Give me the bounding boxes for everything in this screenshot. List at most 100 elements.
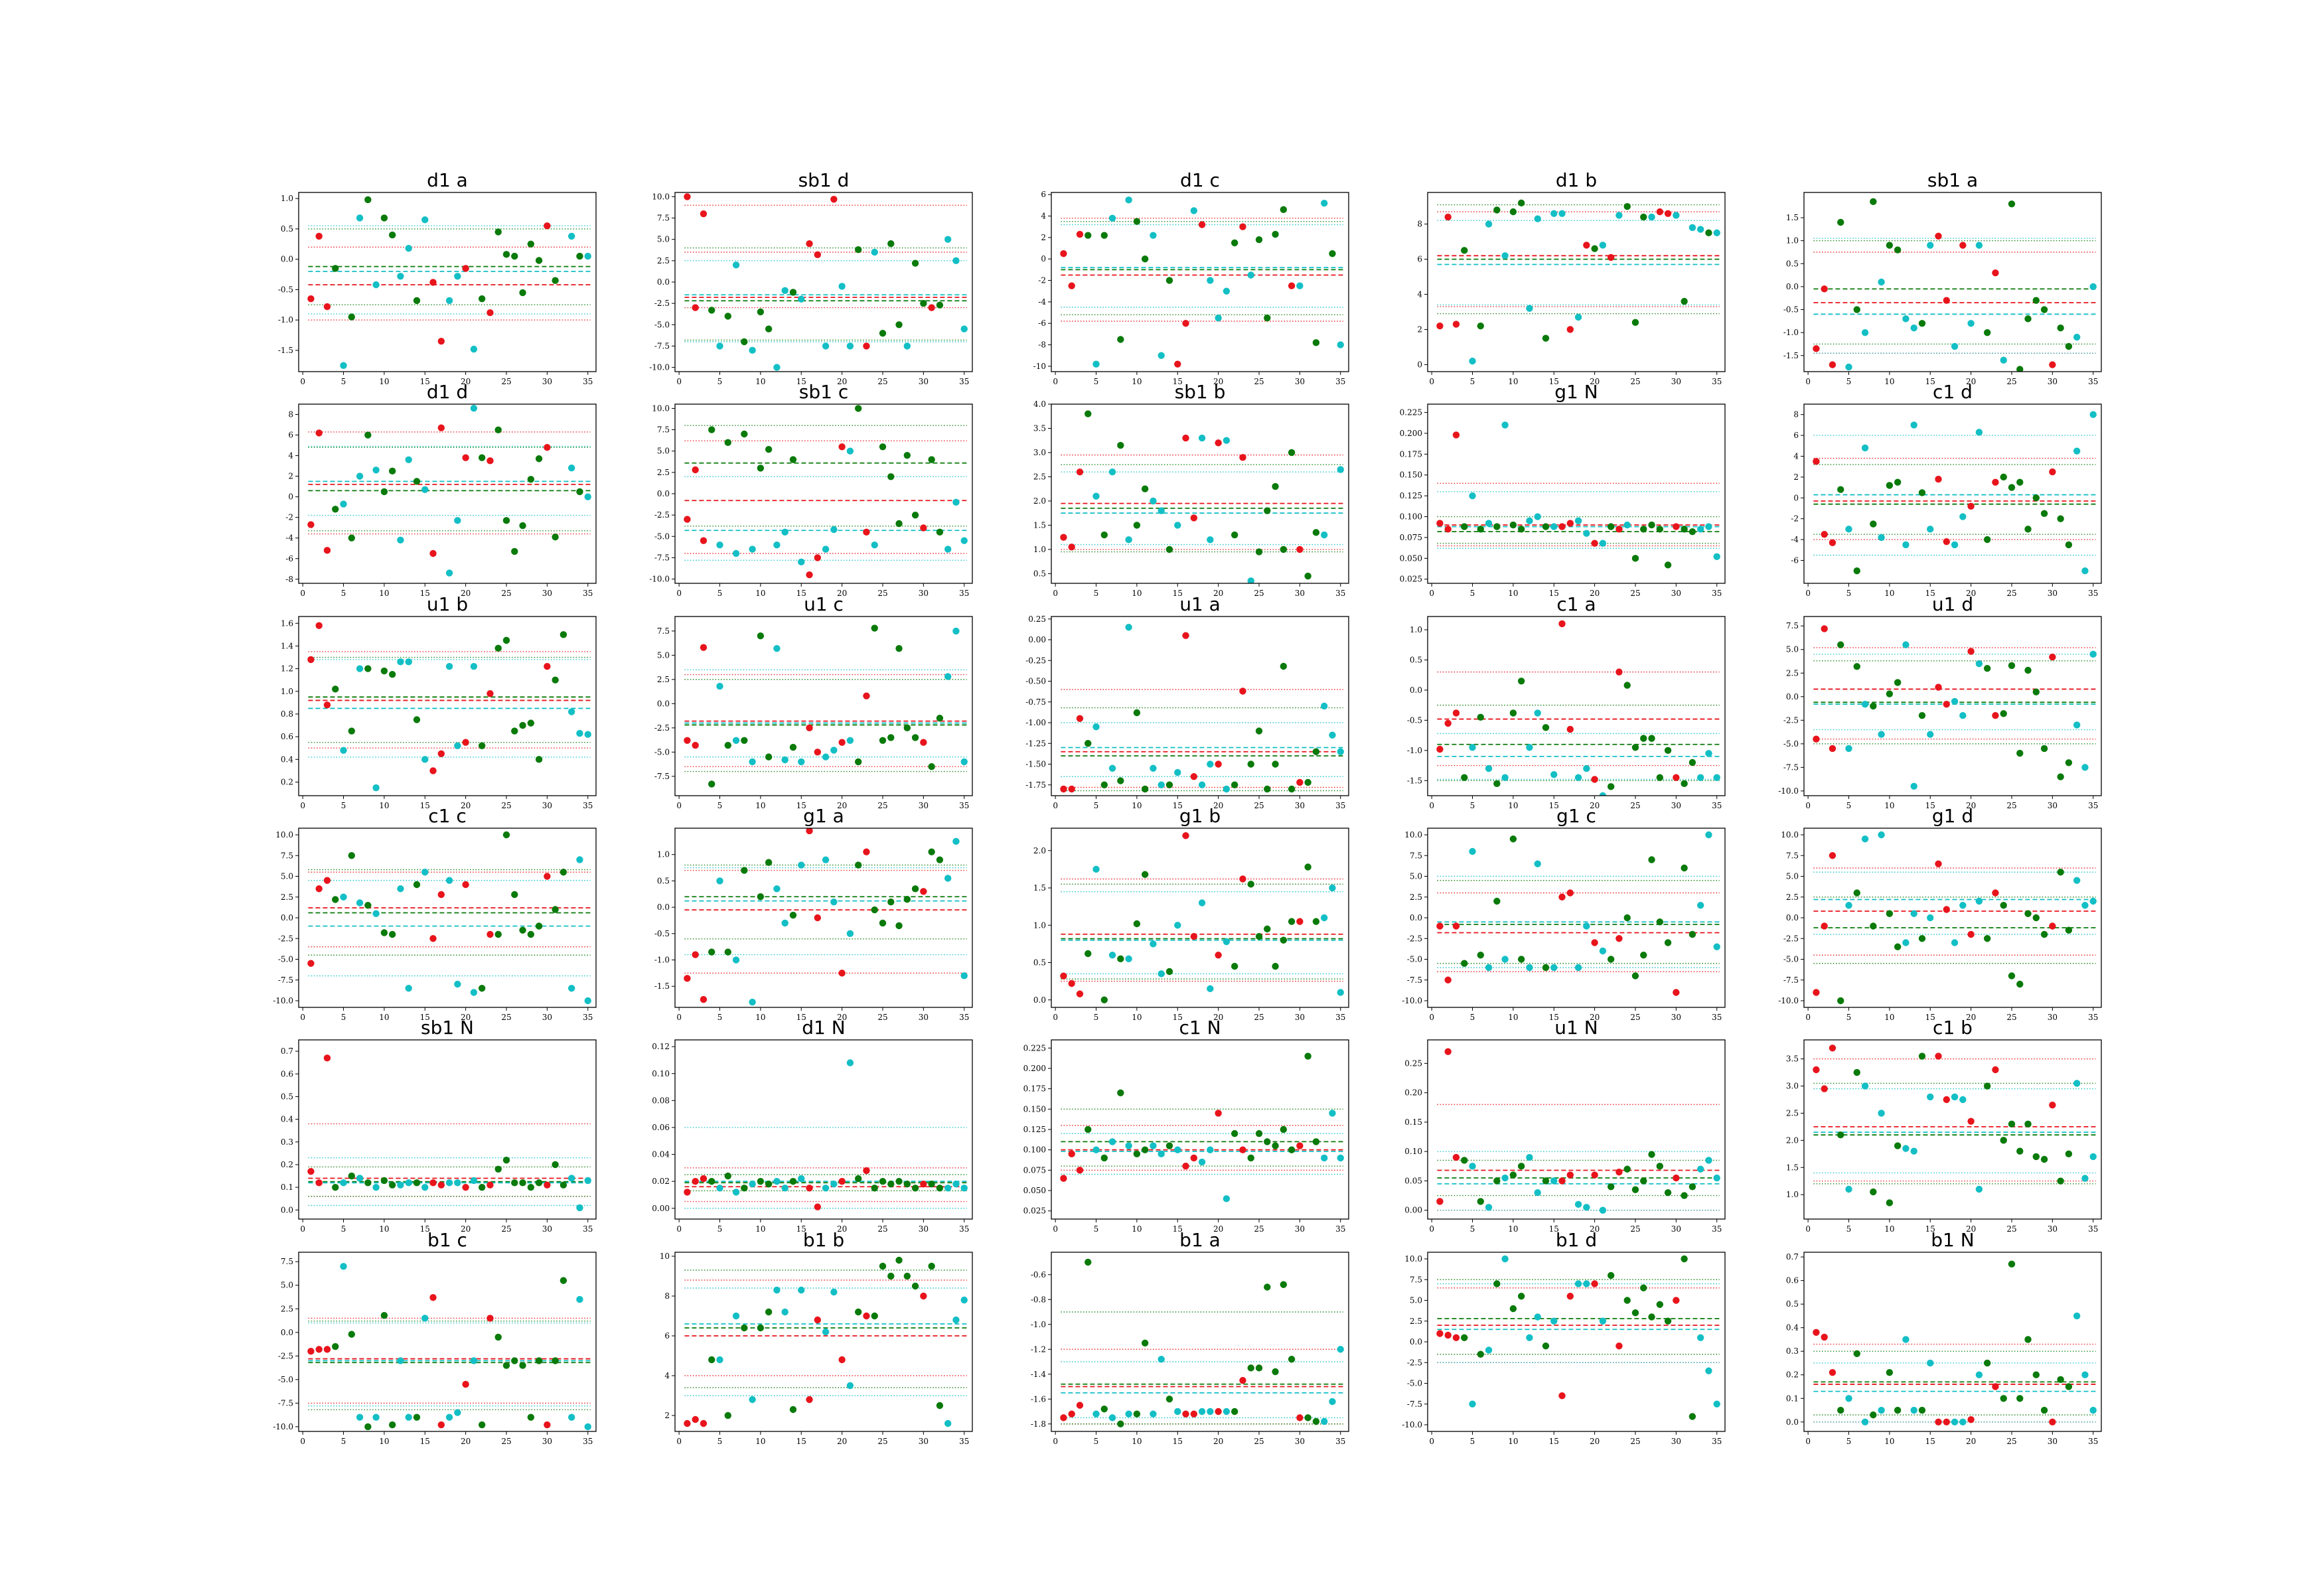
cyan-data-point: [798, 758, 805, 766]
red-data-point: [1591, 776, 1598, 783]
green-data-point: [2000, 902, 2007, 909]
red-data-point: [692, 1177, 699, 1185]
y-tick-label: 0.05: [1404, 1176, 1422, 1185]
cyan-data-point: [781, 756, 788, 764]
cyan-data-point: [397, 1181, 404, 1189]
y-tick-label: 3.5: [1033, 423, 1046, 433]
y-tick-label: 7.5: [1786, 621, 1799, 630]
red-data-point: [429, 1179, 437, 1187]
x-tick-label: 25: [1630, 801, 1640, 810]
green-data-point: [494, 426, 502, 433]
cyan-data-point: [2073, 877, 2081, 884]
chart-title: c1 b: [1933, 1017, 1973, 1039]
green-data-point: [1117, 955, 1124, 963]
y-tick-label: 0.4: [1786, 1323, 1799, 1333]
y-tick-label: 6: [1041, 190, 1046, 199]
green-data-point: [1247, 1154, 1254, 1162]
x-tick-label: 15: [1925, 589, 1935, 598]
green-data-point: [1664, 561, 1672, 569]
cyan-data-point: [1469, 847, 1476, 855]
red-data-point: [1452, 709, 1460, 717]
green-data-point: [1656, 1163, 1664, 1170]
green-data-point: [2024, 315, 2032, 323]
x-tick-label: 20: [1590, 377, 1600, 386]
green-data-point: [1255, 236, 1263, 244]
x-tick-label: 15: [1173, 1013, 1183, 1022]
y-tick-label: 8: [664, 1291, 670, 1301]
green-data-point: [1681, 1192, 1688, 1199]
x-tick-label: 15: [420, 1013, 430, 1022]
green-data-point: [2024, 666, 2032, 674]
green-data-point: [879, 1262, 887, 1270]
x-tick-label: 15: [1549, 1437, 1559, 1446]
red-data-point: [1068, 1150, 1075, 1158]
x-tick-label: 10: [755, 801, 765, 810]
x-tick-label: 0: [1429, 589, 1434, 598]
x-tick-label: 20: [837, 589, 847, 598]
red-data-point: [307, 1168, 315, 1175]
green-data-point: [502, 1156, 510, 1164]
x-tick-label: 15: [420, 801, 430, 810]
x-tick-label: 35: [1712, 377, 1722, 386]
green-data-point: [1461, 960, 1468, 967]
cyan-data-point: [1550, 964, 1558, 972]
cyan-data-point: [1320, 199, 1328, 207]
red-data-point: [692, 1415, 699, 1423]
green-data-point: [1264, 785, 1271, 793]
cyan-data-point: [454, 1179, 461, 1187]
y-tick-label: -2.5: [1783, 715, 1799, 725]
cyan-data-point: [2081, 1175, 2089, 1182]
cyan-data-point: [716, 1356, 723, 1364]
red-data-point: [1829, 745, 1836, 753]
cyan-data-point: [952, 627, 960, 635]
green-data-point: [1117, 1420, 1124, 1427]
x-tick-label: 5: [1846, 377, 1852, 386]
green-data-point: [511, 727, 518, 735]
green-data-point: [527, 476, 535, 483]
cyan-data-point: [1574, 964, 1582, 972]
red-data-point: [1215, 761, 1222, 768]
green-data-point: [2008, 200, 2016, 208]
red-data-point: [1436, 745, 1444, 753]
cyan-data-point: [1878, 731, 1885, 738]
cyan-data-point: [1648, 213, 1655, 221]
y-tick-label: 0.5: [281, 224, 293, 234]
cyan-data-point: [1150, 1142, 1157, 1149]
x-tick-label: 35: [2088, 1224, 2098, 1234]
cyan-data-point: [1959, 1418, 1967, 1425]
x-tick-label: 15: [420, 589, 430, 598]
red-data-point: [814, 251, 821, 259]
plot-area: [1813, 411, 2097, 575]
red-data-point: [307, 521, 315, 528]
chart-title: c1 c: [428, 805, 467, 827]
cyan-data-point: [798, 861, 805, 869]
x-tick-label: 20: [837, 1437, 847, 1446]
cyan-data-point: [2089, 897, 2097, 905]
red-data-point: [1076, 1402, 1084, 1409]
x-tick-label: 15: [1173, 1437, 1183, 1446]
y-tick-label: -2.5: [654, 510, 670, 520]
red-data-point: [1076, 715, 1084, 722]
green-data-point: [887, 240, 895, 248]
green-data-point: [1837, 1131, 1844, 1139]
y-tick-label: 4: [288, 451, 293, 461]
chart-title: c1 a: [1556, 593, 1596, 615]
cyan-data-point: [1550, 1177, 1558, 1185]
y-tick-label: 10: [660, 1252, 670, 1261]
green-data-point: [1705, 229, 1712, 237]
x-tick-label: 35: [1335, 1013, 1345, 1022]
y-tick-label: -7.5: [654, 553, 670, 562]
cyan-data-point: [1469, 492, 1476, 500]
red-data-point: [1076, 990, 1084, 997]
red-data-point: [1558, 1392, 1566, 1400]
cyan-data-point: [421, 1315, 429, 1322]
green-data-point: [1280, 936, 1288, 944]
red-data-point: [1992, 889, 1999, 897]
green-data-point: [388, 930, 396, 938]
red-data-point: [1591, 540, 1598, 547]
red-data-point: [1829, 361, 1836, 368]
cyan-data-point: [1501, 956, 1509, 963]
y-tick-label: -7.5: [1407, 1400, 1422, 1409]
x-tick-label: 15: [1925, 1013, 1935, 1022]
